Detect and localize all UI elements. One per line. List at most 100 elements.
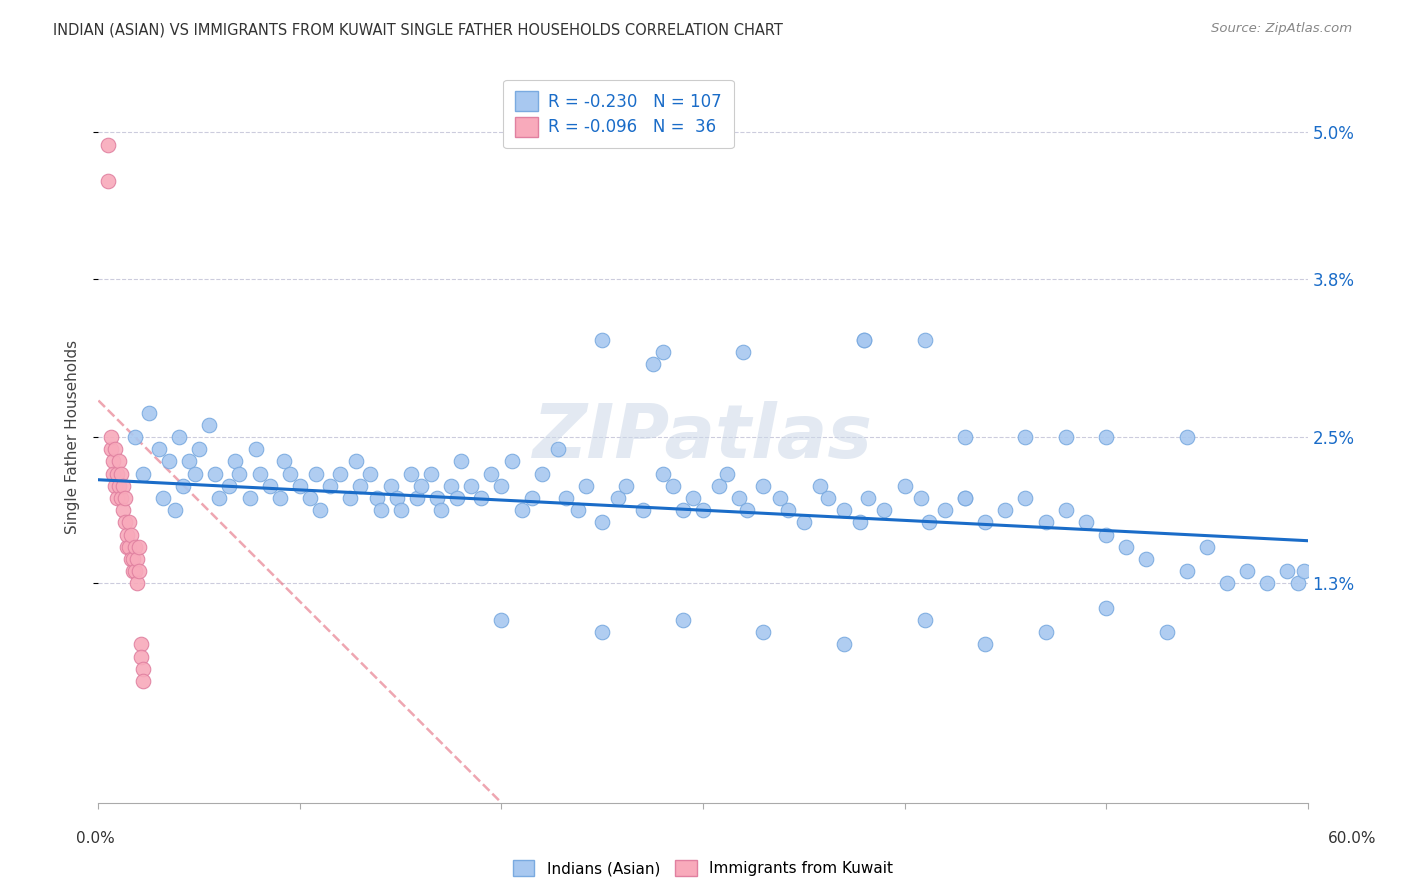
Point xyxy=(118,540,141,554)
Point xyxy=(188,442,211,457)
Point xyxy=(607,491,630,505)
Point xyxy=(1054,503,1077,517)
Point xyxy=(832,503,855,517)
Point xyxy=(121,564,143,578)
Point xyxy=(103,479,125,493)
Text: ZIPatlas: ZIPatlas xyxy=(533,401,873,474)
Point xyxy=(380,479,402,493)
Point xyxy=(994,503,1017,517)
Point xyxy=(1115,540,1137,554)
Point xyxy=(124,430,146,444)
Point xyxy=(100,442,122,457)
Point xyxy=(591,333,613,347)
Point xyxy=(239,491,262,505)
Point xyxy=(224,454,246,468)
Legend: R = -0.230   N = 107, R = -0.096   N =  36: R = -0.230 N = 107, R = -0.096 N = 36 xyxy=(503,79,734,148)
Point xyxy=(118,516,141,530)
Point xyxy=(716,467,738,481)
Point xyxy=(737,503,759,517)
Point xyxy=(481,467,503,481)
Point xyxy=(103,442,125,457)
Point xyxy=(776,503,799,517)
Point xyxy=(273,454,295,468)
Point xyxy=(124,564,146,578)
Point xyxy=(934,503,956,517)
Point xyxy=(918,516,941,530)
Point xyxy=(125,552,148,566)
Point xyxy=(641,357,664,371)
Point xyxy=(849,516,872,530)
Point xyxy=(1156,625,1178,640)
Point xyxy=(1175,564,1198,578)
Point xyxy=(450,454,472,468)
Point xyxy=(245,442,267,457)
Point xyxy=(1277,564,1299,578)
Text: Source: ZipAtlas.com: Source: ZipAtlas.com xyxy=(1212,22,1353,36)
Point xyxy=(1256,576,1278,591)
Point xyxy=(179,454,201,468)
Point xyxy=(405,491,427,505)
Point xyxy=(370,503,392,517)
Point xyxy=(1095,430,1118,444)
Point xyxy=(591,625,613,640)
Point xyxy=(858,491,880,505)
Point xyxy=(692,503,714,517)
Point xyxy=(249,467,271,481)
Point xyxy=(132,662,155,676)
Point xyxy=(114,516,136,530)
Point xyxy=(124,540,146,554)
Point xyxy=(651,467,673,481)
Point xyxy=(409,479,432,493)
Point xyxy=(105,467,128,481)
Point xyxy=(111,503,134,517)
Point xyxy=(953,430,976,444)
Point xyxy=(460,479,482,493)
Point xyxy=(132,467,155,481)
Point xyxy=(107,479,129,493)
Point xyxy=(319,479,342,493)
Point xyxy=(1035,625,1057,640)
Point xyxy=(808,479,831,493)
Point xyxy=(520,491,543,505)
Point xyxy=(575,479,598,493)
Point xyxy=(309,503,332,517)
Point xyxy=(299,491,322,505)
Point xyxy=(105,491,128,505)
Point xyxy=(914,613,936,627)
Point xyxy=(793,516,815,530)
Point xyxy=(853,333,876,347)
Point xyxy=(97,174,120,188)
Point xyxy=(567,503,589,517)
Point xyxy=(101,454,124,468)
Point xyxy=(339,491,361,505)
Point xyxy=(172,479,194,493)
Point xyxy=(974,516,997,530)
Point xyxy=(1175,430,1198,444)
Point xyxy=(768,491,790,505)
Point xyxy=(288,479,311,493)
Point xyxy=(547,442,569,457)
Point xyxy=(661,479,683,493)
Point xyxy=(305,467,328,481)
Point xyxy=(1014,430,1036,444)
Point xyxy=(893,479,915,493)
Point xyxy=(1135,552,1157,566)
Point xyxy=(115,540,138,554)
Point xyxy=(501,454,523,468)
Point xyxy=(1216,576,1239,591)
Point xyxy=(631,503,654,517)
Point xyxy=(167,430,190,444)
Point xyxy=(420,467,443,481)
Point xyxy=(616,479,638,493)
Point xyxy=(148,442,170,457)
Point xyxy=(259,479,281,493)
Point xyxy=(591,516,613,530)
Point xyxy=(530,467,553,481)
Point xyxy=(733,344,755,359)
Point xyxy=(269,491,291,505)
Point xyxy=(184,467,207,481)
Point xyxy=(430,503,453,517)
Point xyxy=(385,491,408,505)
Point xyxy=(97,137,120,152)
Point xyxy=(752,625,775,640)
